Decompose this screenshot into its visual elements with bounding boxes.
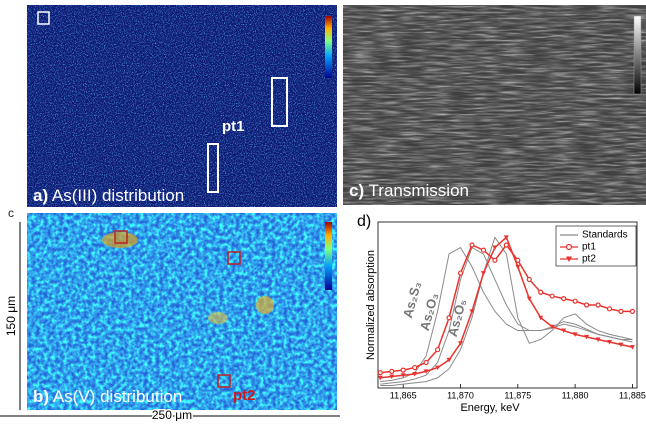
panel-label: c) Transmission [349,181,469,200]
scale-label: 250 μm [152,408,192,421]
x-tick-label: 11,870 [447,390,474,400]
legend-label: Standards [582,230,628,241]
point-label: pt1 [222,118,245,135]
marker [413,366,417,370]
panel-label: a) As(III) distribution [33,186,184,205]
legend-marker [567,245,572,250]
marker [390,369,394,373]
panel-letter: a) [33,186,48,205]
hotspot [256,296,274,314]
panel-caption: Transmission [369,181,469,200]
x-tick-label: 11,880 [562,390,589,400]
panel-caption: As(III) distribution [52,186,184,205]
panel-caption: As(V) distribution [53,387,182,406]
marker [527,277,531,281]
marker [470,243,474,247]
colorbar [634,16,641,94]
page: pt1 a) As(III) distribution c) Transmiss… [0,0,646,421]
marker [492,246,497,251]
x-tick-label: 11,875 [504,390,531,400]
figure: pt1 a) As(III) distribution c) Transmiss… [0,0,646,421]
marker [481,271,486,276]
marker [493,258,497,262]
map-b-noise [27,213,337,410]
x-tick-label: 11,885 [619,390,646,400]
x-axis-label: Energy, keV [460,402,520,414]
marker [459,271,463,275]
marker [378,371,382,375]
panel-letter: b) [33,387,49,406]
edge-letter: c [8,206,14,220]
x-tick-label: 11,865 [390,390,417,400]
marker [539,290,543,294]
marker [436,348,440,352]
point-label: pt2 [233,387,256,404]
marker [401,368,405,372]
y-axis-label: Normalized absorption [365,250,377,360]
scale-label: 150 μm [4,296,18,336]
colorbar [325,222,332,290]
marker [481,248,485,252]
legend-label: pt2 [582,254,596,265]
hotspot [208,312,228,324]
marker [607,307,611,311]
marker [447,316,451,320]
map-a-noise [27,5,337,207]
marker [424,360,428,364]
marker [504,243,508,247]
panel-letter: c) [349,181,364,200]
panel-letter: d) [357,213,371,230]
marker [515,265,520,270]
marker [585,303,589,307]
marker [550,294,554,298]
hotspot [102,232,138,248]
map-c-noise [343,5,646,205]
standard-line [380,248,632,382]
standard-line [380,248,632,385]
legend-label: pt1 [582,242,596,253]
colorbar [325,16,332,78]
marker [573,299,577,303]
panel-label: b) As(V) distribution [33,387,182,406]
marker [630,309,634,313]
marker [562,297,566,301]
marker [596,303,600,307]
marker [619,309,623,313]
